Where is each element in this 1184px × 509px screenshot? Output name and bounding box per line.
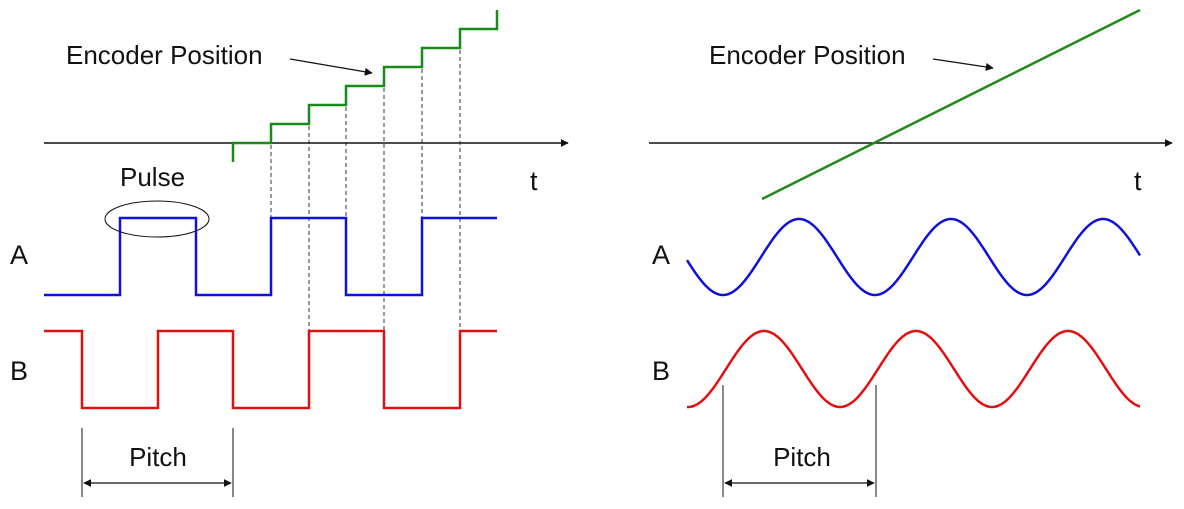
left-channel-b-wave <box>44 329 497 410</box>
right-channel-b-wave <box>687 329 1141 409</box>
right-encoder-label: Encoder Position <box>709 40 906 70</box>
right-encoder-pointer-arrow <box>932 58 994 71</box>
right-pitch-label: Pitch <box>773 442 831 472</box>
right-channel-b-label: B <box>652 356 670 386</box>
left-channel-a-wave <box>44 216 497 297</box>
right-encoder-position-ramp <box>761 8 1141 201</box>
left-pitch-label: Pitch <box>129 442 187 472</box>
left-encoder-label: Encoder Position <box>66 40 263 70</box>
pulse-highlight-ellipse <box>104 200 210 238</box>
left-encoder-position-staircase <box>231 10 499 162</box>
left-panel: t Encoder Position A Pulse B Pitch <box>10 10 569 497</box>
right-channel-a-label: A <box>652 240 670 270</box>
right-panel: t Encoder Position A B Pitch <box>649 8 1173 497</box>
left-channel-a-label: A <box>10 240 28 270</box>
right-channel-a-wave <box>685 217 1142 297</box>
left-pulse-label: Pulse <box>120 162 185 192</box>
left-channel-b-label: B <box>10 356 28 386</box>
left-encoder-pointer-arrow <box>289 58 373 76</box>
right-time-label: t <box>1134 166 1142 196</box>
left-time-label: t <box>530 166 538 196</box>
left-guide-lines <box>270 29 461 331</box>
